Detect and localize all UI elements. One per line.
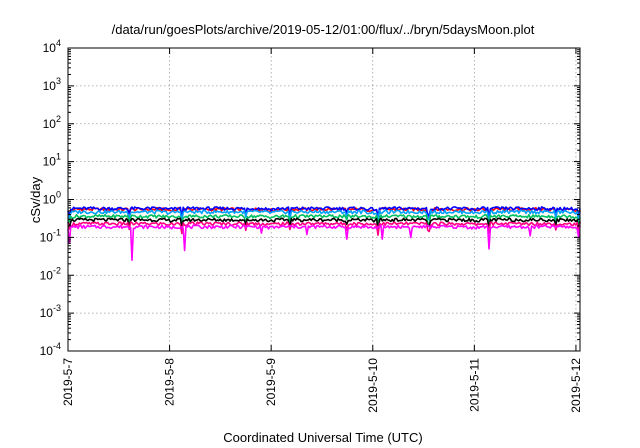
x-tick-label: 2019-5-11 [467,358,481,412]
y-axis-ticks: 10-4 10-3 10-2 10-1 100 101 102 103 104 [40,38,580,358]
y-tick-label: 10-4 [40,341,61,358]
y-tick-label: 103 [43,76,61,93]
grid-lines [68,48,580,351]
y-tick-label: 10-2 [40,265,61,282]
series-line-5 [67,217,581,232]
x-axis-label: Coordinated Universal Time (UTC) [223,430,422,445]
series-line-3 [67,209,581,224]
x-tick-label: 2019-5-9 [264,358,278,406]
series-line-6 [67,221,581,236]
series-line-4 [67,214,581,229]
x-axis-ticks: 2019-5-7 2019-5-8 2019-5-9 2019-5-10 2019-5-… [61,48,583,413]
series-lines [67,206,581,261]
y-tick-label: 10-3 [40,303,61,320]
x-tick-label: 2019-5-8 [163,358,177,406]
y-tick-label: 102 [43,114,61,131]
y-tick-label: 104 [43,38,61,55]
series-line-7 [67,224,581,261]
chart-title: /data/run/goesPlots/archive/2019-05-12/0… [112,22,535,37]
y-tick-label: 10-1 [40,227,61,244]
y-tick-label: 101 [43,152,61,169]
x-tick-label: 2019-5-10 [366,358,380,413]
y-axis-label: cSv/day [28,176,43,223]
y-tick-label: 100 [43,190,61,207]
x-tick-label: 2019-5-12 [569,358,583,413]
x-tick-label: 2019-5-7 [61,358,75,406]
series-line-2 [67,206,581,220]
